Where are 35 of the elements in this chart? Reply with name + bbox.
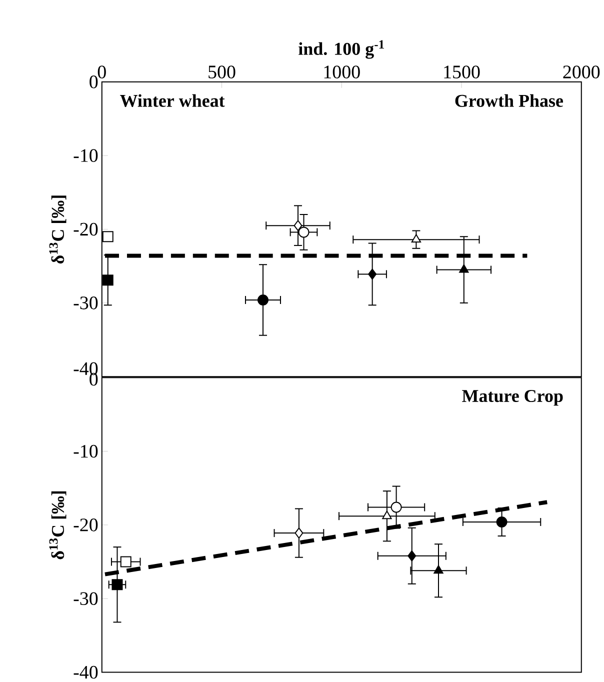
x-tick-label: 1500: [444, 66, 480, 78]
y-tick-label: -30: [74, 296, 98, 310]
y-tick-label: -10: [74, 444, 98, 458]
point: [120, 556, 132, 568]
point: [294, 220, 302, 232]
y-tick-label: -40: [74, 666, 98, 679]
point: [412, 234, 422, 243]
y-axis-title: δ$^{13}$C [‰]: [49, 196, 66, 264]
point: [298, 226, 310, 238]
point: [408, 550, 416, 562]
y-tick-label: -20: [74, 518, 98, 532]
x-tick-label: 1000: [324, 66, 360, 78]
point: [294, 528, 304, 539]
point: [434, 565, 444, 574]
y-tick-label: -10: [74, 149, 98, 162]
x-tick-label: 500: [208, 66, 236, 78]
point: [112, 579, 123, 590]
point: [382, 510, 392, 520]
point: [102, 274, 114, 286]
y-tick-label: -30: [74, 592, 98, 606]
y-tick-label: 0: [90, 75, 98, 88]
point: [459, 264, 469, 273]
point: [368, 268, 377, 280]
point: [496, 516, 508, 528]
annotation: Winter wheat: [120, 94, 225, 108]
y-tick-label: -20: [74, 222, 98, 236]
annotation: Growth Phase: [455, 94, 564, 107]
point: [390, 502, 402, 513]
x-tick-label: 0: [98, 66, 106, 78]
annotation: Mature Crop: [462, 390, 563, 406]
x-tick-label: 2000: [563, 66, 600, 78]
x-axis-title: ind. 100 g$^{-1}$: [298, 40, 384, 59]
point: [258, 294, 269, 306]
y-axis-title: δ$^{13}$C [‰]: [49, 491, 66, 560]
point: [102, 231, 114, 242]
